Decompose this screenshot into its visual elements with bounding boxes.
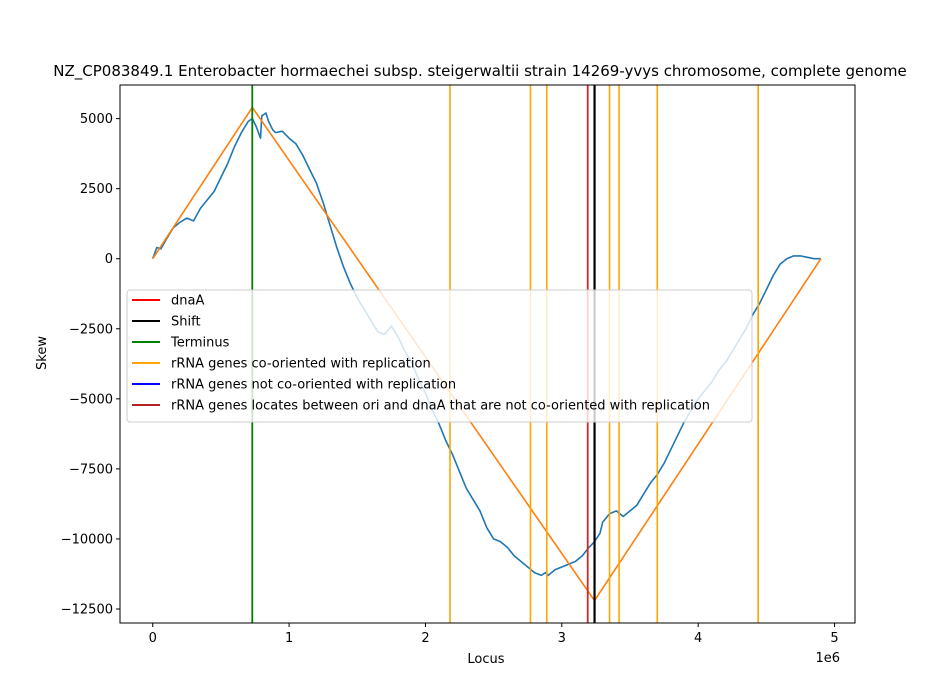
legend-label: Terminus (170, 336, 230, 351)
x-tick-label: 5 (830, 631, 838, 646)
legend-label: dnaA (171, 294, 204, 309)
legend-label: rRNA genes co-oriented with replication (171, 357, 431, 372)
x-tick-label: 3 (558, 631, 566, 646)
y-tick-label: −12500 (61, 602, 113, 617)
plot-frame (119, 84, 856, 624)
y-tick-label: −10000 (61, 532, 113, 547)
chart-title: NZ_CP083849.1 Enterobacter hormaechei su… (53, 62, 906, 81)
y-tick-label: 0 (105, 252, 113, 267)
x-axis-offset-label: 1e6 (815, 651, 840, 666)
x-tick-label: 2 (421, 631, 429, 646)
legend-label: rRNA genes not co-oriented with replicat… (171, 378, 456, 393)
y-tick-label: −5000 (69, 392, 113, 407)
y-tick-label: 5000 (80, 112, 113, 127)
legend-label: rRNA genes locates between ori and dnaA … (171, 399, 710, 414)
x-tick-label: 4 (694, 631, 702, 646)
y-axis-label: Skew (35, 336, 50, 370)
y-tick-label: −7500 (69, 462, 113, 477)
y-tick-label: −2500 (69, 322, 113, 337)
y-tick-label: 2500 (80, 182, 113, 197)
legend-box (126, 289, 753, 423)
legend-label: Shift (171, 315, 201, 330)
x-tick-label: 0 (149, 631, 157, 646)
x-tick-label: 1 (285, 631, 293, 646)
x-axis-label: Locus (467, 652, 504, 667)
